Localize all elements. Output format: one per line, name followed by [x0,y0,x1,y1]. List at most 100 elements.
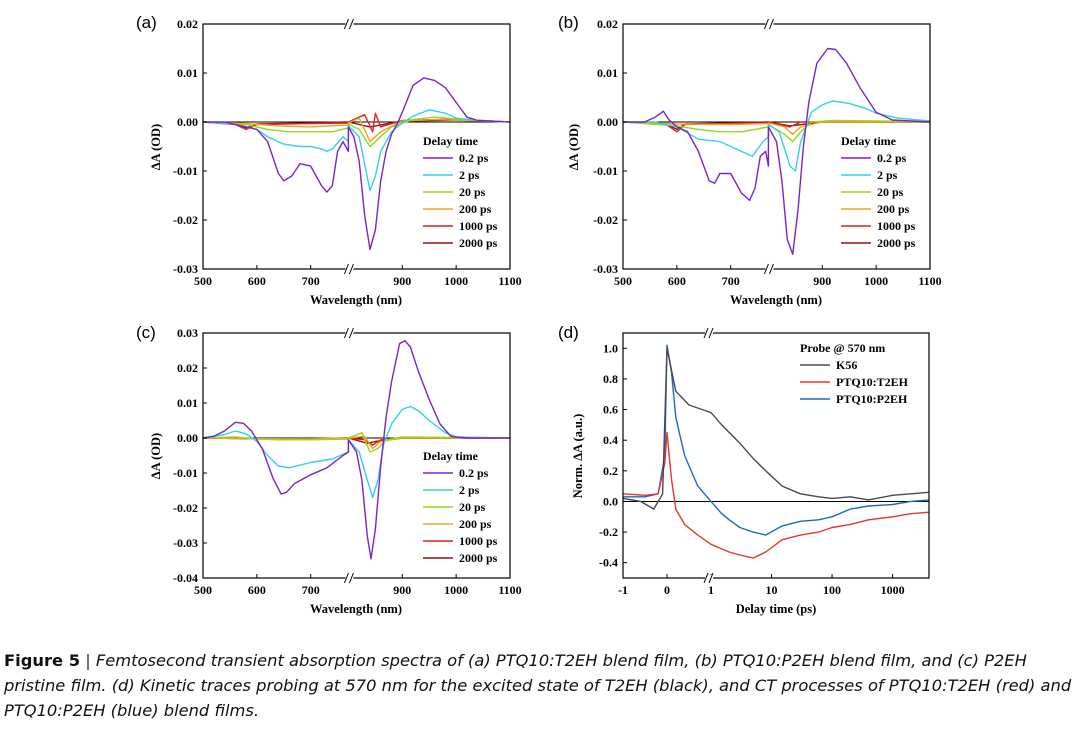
panel-a-ytick-label: 0.02 [177,17,198,31]
panel-b-ytick-label: -0.01 [593,164,618,178]
panel-b-legend-label: 2000 ps [877,236,916,250]
panel-b-xtick-label: 500 [614,274,632,288]
panel-d-legend-title: Probe @ 570 nm [800,341,885,355]
panel-d-xtick-label: 10 [766,583,778,597]
panel-d-legend-label: PTQ10:P2EH [836,392,908,406]
caption-label: Figure 5 [4,651,81,670]
panel-a-xtick-label: 600 [248,274,266,288]
panel-c-legend-label: 2 ps [459,483,480,497]
panel-c-xtick-label: 1000 [444,583,468,597]
panel-b-xtick-label: 1000 [864,274,888,288]
panel-a-xtick-label: 1100 [498,274,521,288]
panel-b-legend-label: 1000 ps [877,219,916,233]
panel-a-axis-break-mark [348,18,354,30]
panel-b-legend-label: 20 ps [877,185,904,199]
panel-a-frame [202,23,511,270]
panel-b-axis-break-gap [765,21,774,27]
panel-b-xlabel: Wavelength (nm) [730,293,822,307]
panel-c-ytick-label: 0.00 [177,431,198,445]
panel-c-ytick-label: -0.02 [173,501,198,515]
panel-a: (a) -0.03 -0.02 -0.01 0.00 0.01 0.02 500 600 700… [136,13,522,307]
panel-c-xtick-label: 700 [302,583,320,597]
panel-a-label: (a) [136,13,157,32]
panel-c-legend-title: Delay time [423,449,479,463]
panel-a-axis-break-mark [343,18,349,30]
panel-d-series-ptq10-p2eh [623,344,930,536]
panel-c-axis-break-mark [343,327,349,339]
caption-separator: | [85,651,91,670]
panel-a-series-20-ps [202,116,511,148]
panel-a-ytick-label: 0.01 [177,66,198,80]
panel-b-series-1000-ps [622,121,930,133]
panel-b-ytick-label: 0.00 [597,115,618,129]
panel-b-xtick-label: 700 [722,274,740,288]
panel-a-series-0-2-ps [203,77,511,251]
panel-d-ytick-label: 0.6 [603,403,618,417]
figure-panels: (a) -0.03 -0.02 -0.01 0.00 0.01 0.02 500 600 700… [136,13,942,616]
panel-d-frame [622,332,930,579]
figure-caption: Figure 5 | Femtosecond transient absorpt… [4,648,1080,723]
panel-c-xtick-label: 600 [248,583,266,597]
panel-c-ylabel: ΔA (OD) [149,433,163,479]
panel-d-xtick-label: -1 [618,583,628,597]
caption-text: Femtosecond transient absorption spectra… [4,651,1072,720]
panel-c-ytick-label: 0.02 [177,361,198,375]
panel-a-axis-break-mark [343,263,349,275]
panel-d-xlabel: Delay time (ps) [736,602,817,616]
panel-c-frame [202,332,511,579]
panel-d-axis-break-mark [708,572,714,584]
panel-d-legend-label: PTQ10:T2EH [836,375,909,389]
panel-c-axis-break-mark [348,572,354,584]
panel-b-ytick-label: 0.01 [597,66,618,80]
panel-b-axis-break-mark [768,18,774,30]
panel-c-legend-label: 2000 ps [459,551,498,565]
panel-a-legend-label: 2 ps [459,168,480,182]
panel-c-xlabel: Wavelength (nm) [310,602,402,616]
panel-d-ytick-label: 0.8 [603,372,618,386]
panel-d-xtick-label: 0 [664,583,670,597]
panel-a-legend-label: 200 ps [459,202,492,216]
panel-d-xtick-label: 1 [708,583,714,597]
panel-b-series-0-2-ps [623,47,931,255]
panel-b-series-200-ps [622,121,930,135]
panel-c-ytick-label: 0.03 [177,326,198,340]
panel-d-xtick-label: 1000 [881,583,905,597]
panel-d-ytick-label: -0.4 [599,556,618,570]
panel-a-axis-break-gap [345,266,354,272]
panel-d-axis-break-mark [708,327,714,339]
panel-a-ytick-label: -0.01 [173,164,198,178]
panel-d-axis-break-gap [705,330,713,336]
panel-b-legend-label: 0.2 ps [877,151,907,165]
panel-c-legend-label: 1000 ps [459,534,498,548]
panel-d-series-k56 [622,347,930,510]
panel-d-axis-break-mark [703,572,709,584]
panel-b-xtick-label: 600 [668,274,686,288]
panel-b-label: (b) [558,13,579,32]
panel-c-xtick-label: 1100 [498,583,521,597]
panel-b-legend-label: 200 ps [877,202,910,216]
panel-d-ytick-label: -0.2 [599,525,618,539]
panel-d-series-ptq10-t2eh [622,431,930,559]
panel-d-axis-break-gap [705,575,713,581]
panel-c-xtick-label: 900 [393,583,411,597]
panel-b-legend-label: 2 ps [877,168,898,182]
panel-a-axis-break-mark [348,263,354,275]
panel-a-ylabel: ΔA (OD) [149,124,163,170]
panel-a-xtick-label: 500 [194,274,212,288]
panel-c-ytick-label: -0.03 [173,536,198,550]
panel-a-xtick-label: 700 [302,274,320,288]
panel-b-legend-title: Delay time [841,134,897,148]
panel-b-axis-break-mark [763,263,769,275]
panel-a-legend-label: 0.2 ps [459,151,489,165]
panel-b-xtick-label: 1100 [918,274,941,288]
panel-a-axis-break-gap [345,21,354,27]
panel-d-axis-break-mark [703,327,709,339]
panel-c-label: (c) [136,323,156,342]
panel-a-xlabel: Wavelength (nm) [310,293,402,307]
panel-b-axis-break-mark [763,18,769,30]
panel-c-legend-label: 0.2 ps [459,466,489,480]
panel-b-axis-break-gap [765,266,774,272]
panel-b-xtick-label: 900 [813,274,831,288]
panel-d-label: (d) [558,323,579,342]
panel-b-ylabel: ΔA (OD) [567,124,581,170]
